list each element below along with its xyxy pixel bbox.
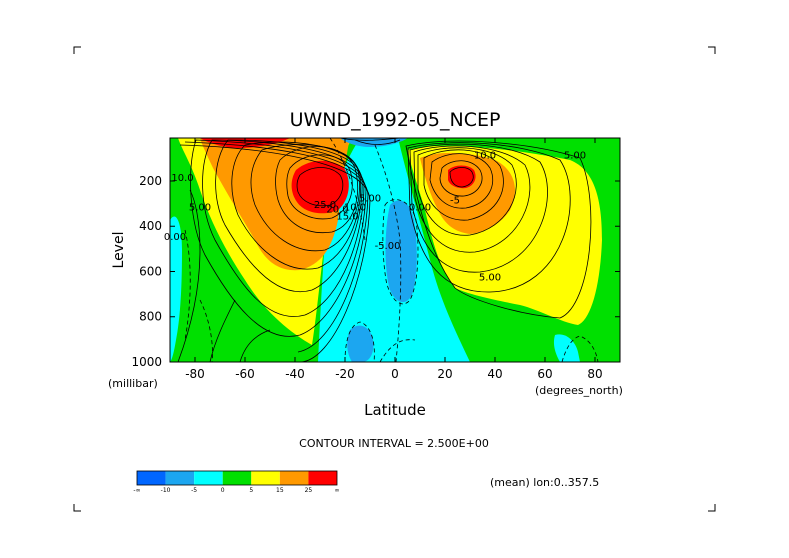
contour-label: 5.00: [189, 202, 211, 213]
y-tick-label: 800: [139, 310, 162, 324]
band-cyan-sh-edge: [170, 216, 182, 362]
axes: -80 -60 -40 -20 0 20 40 60 80 200 400 600 800 1000: [131, 138, 620, 381]
corner-marks: [73, 46, 716, 512]
x-tick-label: -20: [335, 367, 355, 381]
color-bar-label: -∞: [133, 487, 140, 494]
contour-interval-label: CONTOUR INTERVAL = 2.500E+00: [299, 437, 489, 450]
y-axis-unit: (millibar): [108, 377, 158, 390]
band-red-sh-jet: [291, 160, 349, 214]
color-bar-label: 5: [249, 487, 253, 494]
color-bar-frame: [136, 470, 338, 486]
contour-label: 5.00: [359, 193, 381, 204]
x-tick-label: 80: [587, 367, 602, 381]
x-tick-label: 20: [437, 367, 452, 381]
contour-label: 5.00: [564, 150, 586, 161]
color-bar-label: 25: [305, 487, 313, 494]
color-bar-swatch: [222, 471, 252, 485]
x-axis-unit: (degrees_north): [535, 384, 623, 397]
contour-label: 0.00: [164, 232, 186, 243]
color-bar-swatch: [251, 471, 280, 485]
color-bar-label: -10: [161, 487, 171, 494]
band-blue-low: [347, 325, 374, 362]
band-blue-equatorial: [385, 200, 417, 303]
x-tick-label: 0: [391, 367, 399, 381]
contour-labels: 10.05.000.0025.020.015.010.05.000.00-5.0…: [164, 150, 586, 283]
contour-label: -5: [450, 196, 460, 207]
x-tick-label: -40: [285, 367, 305, 381]
contour-label: 5.00: [479, 273, 501, 284]
color-bar-swatch: [137, 471, 166, 485]
contour-label: -5.00: [375, 241, 401, 252]
crop-mark-top-right: [708, 46, 716, 54]
crop-mark-top-left: [73, 46, 81, 54]
mean-longitude-annotation: (mean) lon:0..357.5: [490, 476, 599, 489]
contour-label: 10.0: [344, 202, 366, 213]
color-bar-label: 0: [221, 487, 225, 494]
band-orange-nh: [420, 152, 515, 234]
x-tick-label: -60: [235, 367, 255, 381]
contour-label: 10.0: [171, 173, 193, 184]
contour-label: 15.0: [336, 211, 358, 222]
color-bar-swatch: [308, 471, 337, 485]
color-bar-legend: -∞ -10 -5 0 5 15 25 ∞: [133, 470, 340, 494]
color-bar-label: -5: [191, 487, 197, 494]
color-bar-label: ∞: [335, 487, 340, 494]
x-tick-label: -80: [185, 367, 205, 381]
y-tick-label: 1000: [131, 355, 162, 369]
y-axis-title: Level: [111, 232, 127, 269]
x-tick-label: 40: [487, 367, 502, 381]
contour-label: 0.00: [409, 202, 431, 213]
crop-mark-bottom-left: [73, 504, 81, 512]
contour-label: 25.0: [314, 200, 336, 211]
contour-field: [170, 138, 620, 362]
x-axis-title: Latitude: [364, 401, 426, 419]
band-red-nh-jet: [448, 165, 476, 189]
crop-mark-bottom-right: [708, 504, 716, 512]
color-bar-swatch: [165, 471, 195, 485]
y-tick-label: 200: [139, 174, 162, 188]
contour-label: 10.0: [474, 150, 496, 161]
color-bar-label: 15: [276, 487, 284, 494]
color-bar-swatch: [194, 471, 223, 485]
y-tick-label: 600: [139, 264, 162, 278]
x-tick-label: 60: [537, 367, 552, 381]
chart-title: UWND_1992-05_NCEP: [290, 109, 501, 131]
contour-lines: [177, 138, 599, 362]
color-bar-swatch: [279, 471, 309, 485]
contour-label: 20.0: [326, 205, 348, 216]
y-tick-label: 400: [139, 219, 162, 233]
